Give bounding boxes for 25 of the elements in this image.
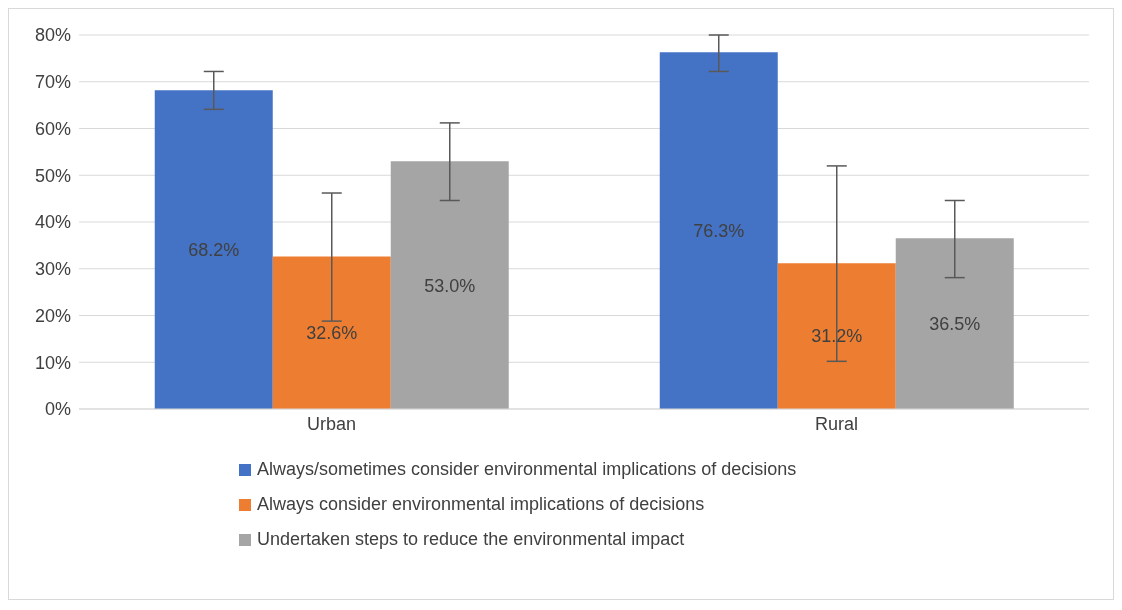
data-label: 68.2% [188, 239, 240, 260]
data-label: 32.6% [306, 323, 358, 344]
y-tick-label: 10% [34, 352, 71, 373]
bar [895, 238, 1014, 409]
legend-label: Always/sometimes consider environmental implications of decisions [257, 459, 797, 480]
x-tick-label: Urban [306, 413, 357, 434]
y-tick-label: 0% [44, 399, 71, 420]
y-tick-label: 70% [34, 72, 71, 93]
data-label: 76.3% [693, 221, 745, 242]
data-label: 53.0% [424, 275, 476, 296]
y-tick-label: 30% [34, 259, 71, 280]
y-tick-label: 20% [34, 305, 71, 326]
y-tick-label: 50% [34, 165, 71, 186]
legend-label: Undertaken steps to reduce the environmental impact [257, 529, 685, 550]
x-tick-label: Rural [814, 413, 859, 434]
legend-label: Always consider environmental implications of decisions [257, 494, 705, 515]
data-label: 36.5% [929, 314, 981, 335]
bar [390, 161, 509, 409]
y-tick-label: 80% [34, 25, 71, 46]
y-tick-label: 40% [34, 212, 71, 233]
bar [777, 263, 896, 409]
bar [154, 90, 273, 409]
bar [659, 52, 778, 409]
y-tick-label: 60% [34, 118, 71, 139]
bar [272, 256, 391, 409]
